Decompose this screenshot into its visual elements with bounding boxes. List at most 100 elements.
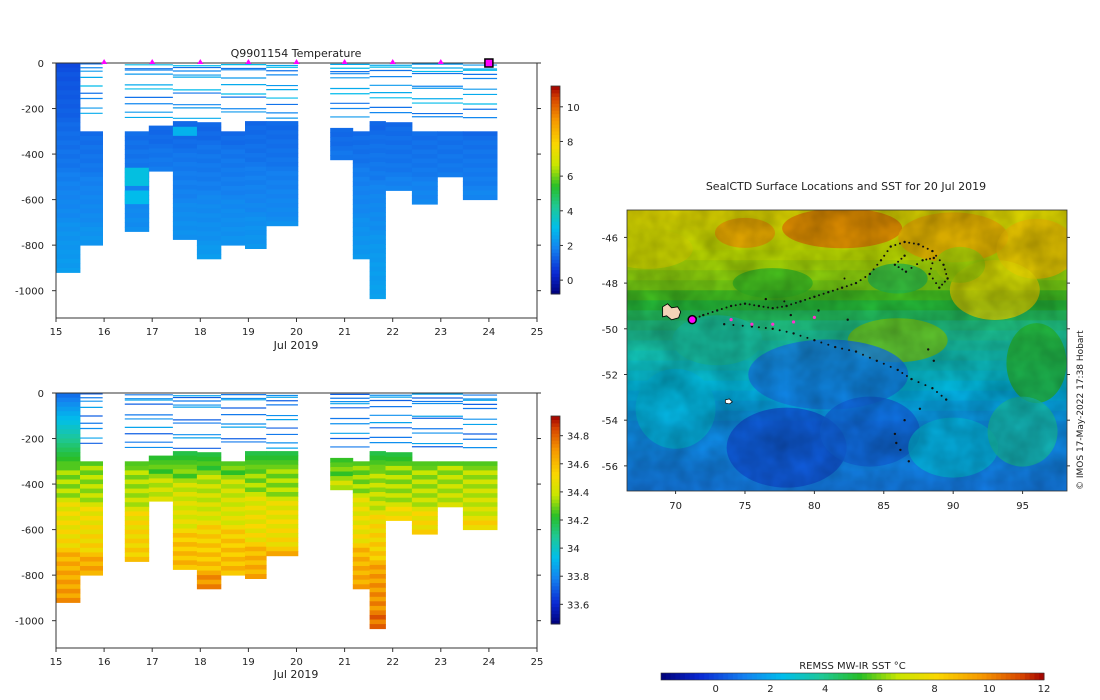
profile-cell [124,145,150,150]
track-dot [868,356,871,359]
current-profile-marker [484,58,494,68]
colorbar-swatch [551,537,560,542]
profile-cell [369,492,386,497]
x-tick-label: 25 [531,327,544,338]
track-dot [762,305,765,308]
profile-cell [266,134,299,140]
profile-cell [411,493,438,499]
profile-cell [80,570,103,576]
profile-cell [172,514,198,520]
track-dot [941,283,944,286]
profile-cell [437,502,464,508]
profile-cell [221,511,246,517]
profile-cell [56,163,81,169]
track-dot [711,311,714,313]
profile-cell [266,157,299,163]
profile-cell [385,488,413,494]
profile-cell [266,551,299,557]
track-dot [910,266,913,269]
lat-tick-label: -48 [602,279,618,290]
lon-tick-label: 70 [669,501,682,512]
profile-cell-anomaly [172,126,197,136]
colorbar-swatch [551,516,560,521]
profile-cell [245,478,267,484]
profile-cell [245,564,267,570]
profile-cell [56,470,81,476]
profile-cell [352,226,370,232]
profile-cell [462,484,498,490]
colorbar-swatch [551,558,560,563]
profile-cell [411,154,438,160]
colorbar-swatch [551,568,560,573]
profile-cell [56,263,81,269]
track-dot [750,325,754,328]
profile-cell [221,552,246,558]
sst-colorbar-swatch [838,673,844,680]
track-dot [904,270,908,273]
track-dot [790,303,793,306]
lat-tick-label: -54 [602,416,618,427]
track-dot [707,312,709,315]
profile-cell [196,506,222,512]
track-dot [893,263,897,266]
sst-colorbar-tick-label: 12 [1038,684,1051,695]
colorbar-swatch [551,436,560,441]
profile-cell [462,511,498,517]
track-dot [827,291,830,294]
profile-cell [266,152,299,158]
x-tick-label: 25 [531,657,544,668]
track-dot [945,398,948,401]
profile-cell [80,185,103,191]
colorbar-swatch [551,179,560,184]
profile-cell [266,473,299,479]
track-dot [785,330,788,333]
profile-cell [172,519,198,525]
colorbar-swatch [551,488,560,493]
profile-cell [196,475,222,480]
profile-cell-anomaly [124,190,149,205]
profile-cell [462,497,498,503]
profile-cell [266,460,299,466]
track-dot [757,304,761,308]
profile-cell [411,461,438,467]
profile-cell [369,157,386,163]
profile-cell [352,176,370,182]
sst-colorbar-swatch [833,673,839,680]
sst-colorbar-swatch [1005,673,1011,680]
x-tick-label: 21 [338,657,351,668]
profile-cell [330,471,354,477]
track-dot [938,286,941,289]
y-tick-label: -1000 [15,617,44,628]
colorbar-swatch [551,506,560,511]
profile-cell [266,175,299,181]
colorbar-swatch [551,196,560,201]
track-dot [799,300,802,303]
colorbar-swatch [551,144,560,149]
profile-cell [266,184,299,190]
profile-cell [80,163,103,169]
profile-cell [352,475,370,480]
profile-cell [245,162,267,167]
track-dot [872,268,875,271]
profile-cell [245,528,267,534]
colorbar-swatch [551,464,560,469]
colorbar-tick-label: 10 [567,103,580,114]
profile-cell [437,497,464,503]
profile-cell [245,537,267,543]
sst-colorbar-swatch [967,673,973,680]
track-dot [927,348,930,351]
profile-cell [266,125,299,131]
profile-cell [369,615,386,620]
profile-cell [245,487,267,493]
colorbar-tick-label: 33.8 [567,572,589,583]
y-tick-label: 0 [38,59,44,70]
profile-cell [369,148,386,154]
profile-cell [385,493,413,499]
sst-colorbar-swatch [742,673,748,680]
colorbar-swatch [551,620,560,625]
track-dot [943,268,946,271]
colorbar-swatch [551,169,560,174]
map-frame [626,209,1068,492]
track-dot [850,283,853,286]
track-dot [799,334,802,337]
